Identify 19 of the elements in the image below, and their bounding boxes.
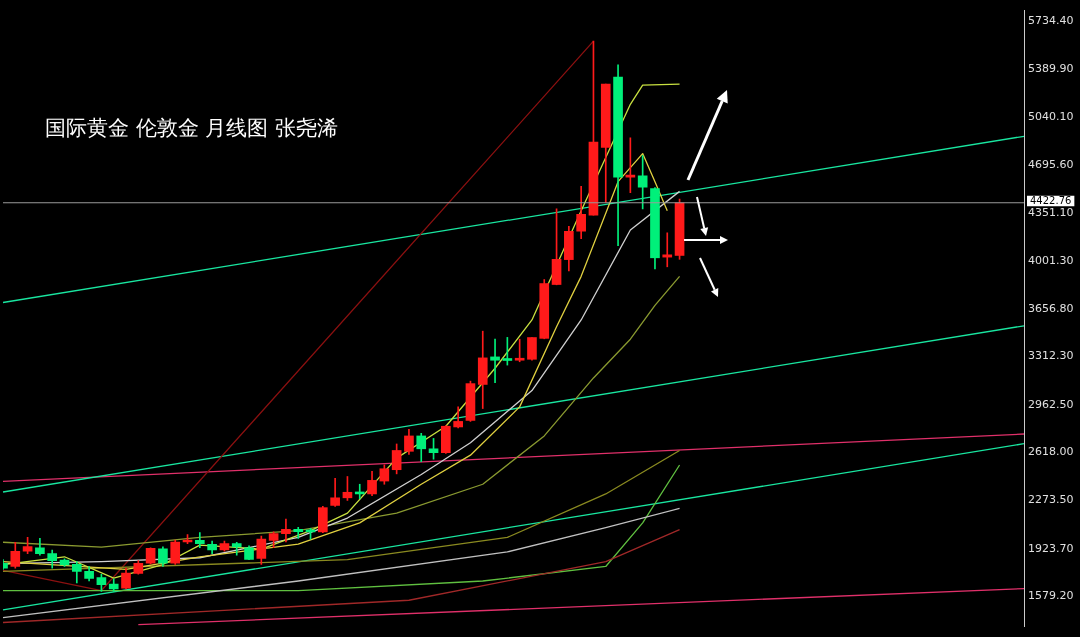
- y-tick-label: 3656.80: [1028, 301, 1074, 315]
- y-tick-label: 1923.70: [1028, 541, 1074, 555]
- y-tick-label: 5734.40: [1028, 14, 1074, 28]
- candlestick: [293, 527, 304, 539]
- y-tick-label: 2273.50: [1028, 493, 1074, 507]
- y-tick-label: 1579.20: [1028, 589, 1074, 603]
- y-tick-label: 4001.30: [1028, 253, 1074, 267]
- y-tick-label: 4695.60: [1028, 157, 1074, 171]
- candlestick: [281, 518, 291, 543]
- y-tick-label: 2962.50: [1028, 397, 1074, 411]
- y-tick-label: 5040.10: [1028, 110, 1074, 124]
- y-tick-label: 2618.00: [1028, 445, 1074, 459]
- candlestick: [490, 338, 500, 384]
- ref-line-label: 4422.76: [1030, 194, 1072, 206]
- y-tick-label: 3312.30: [1028, 349, 1074, 363]
- candlestick: [194, 532, 205, 549]
- y-tick-label: 5389.90: [1028, 61, 1074, 75]
- text: 国际黄金 伦敦金 月线图 张尧浠: [45, 115, 339, 142]
- y-tick-label: 4351.10: [1028, 205, 1074, 219]
